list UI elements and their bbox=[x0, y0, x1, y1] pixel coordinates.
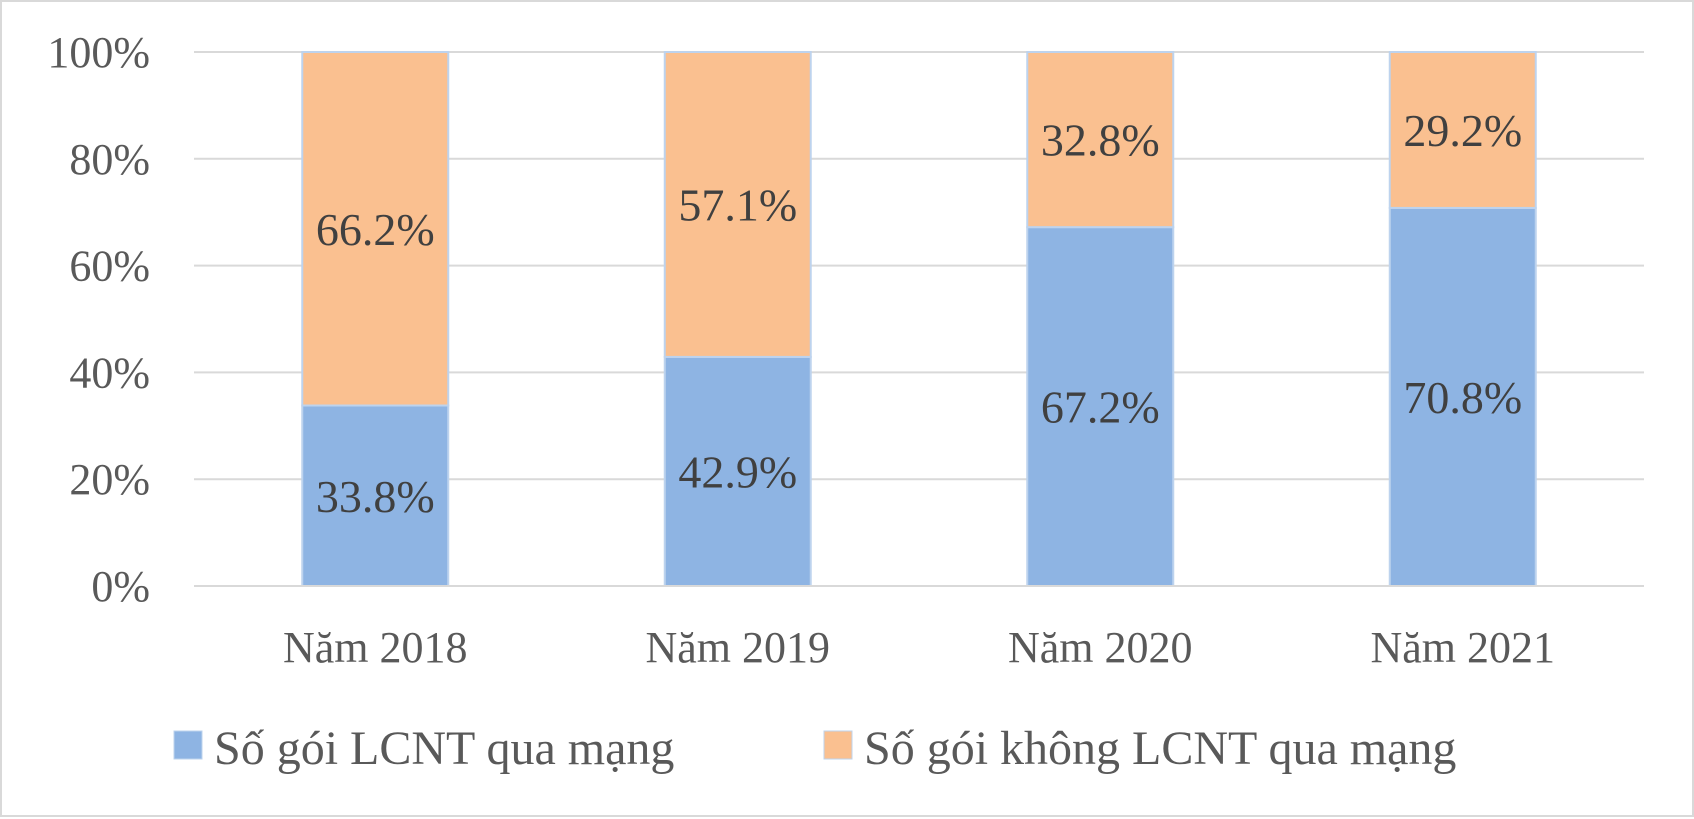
data-label: 70.8% bbox=[1403, 372, 1522, 423]
bar-segment bbox=[663, 355, 812, 587]
data-label: 32.8% bbox=[1041, 115, 1160, 166]
bar-segment bbox=[663, 51, 812, 358]
data-label: 33.8% bbox=[316, 471, 435, 522]
data-label: 66.2% bbox=[316, 204, 435, 255]
bar-segment bbox=[301, 51, 450, 407]
bar-segment bbox=[1388, 206, 1537, 587]
x-category-label: Năm 2021 bbox=[1370, 623, 1555, 672]
y-tick-label: 0% bbox=[91, 562, 150, 611]
legend-swatch bbox=[823, 730, 853, 760]
y-tick-label: 60% bbox=[69, 242, 150, 291]
y-tick-label: 100% bbox=[47, 28, 150, 77]
bar-segment bbox=[1026, 226, 1175, 587]
bar-segment bbox=[1026, 51, 1175, 229]
legend-label: Số gói không LCNT qua mạng bbox=[864, 722, 1456, 775]
y-tick-label: 80% bbox=[69, 135, 150, 184]
legend-label: Số gói LCNT qua mạng bbox=[214, 722, 674, 775]
legend-swatch bbox=[173, 730, 203, 760]
data-label: 67.2% bbox=[1041, 382, 1160, 433]
y-tick-label: 20% bbox=[69, 455, 150, 504]
data-label: 57.1% bbox=[678, 179, 797, 230]
y-tick-label: 40% bbox=[69, 348, 150, 397]
x-category-label: Năm 2019 bbox=[645, 623, 830, 672]
x-category-label: Năm 2018 bbox=[283, 623, 468, 672]
data-label: 42.9% bbox=[678, 446, 797, 497]
data-label: 29.2% bbox=[1403, 105, 1522, 156]
x-category-label: Năm 2020 bbox=[1008, 623, 1193, 672]
bar-segment bbox=[1388, 51, 1537, 209]
